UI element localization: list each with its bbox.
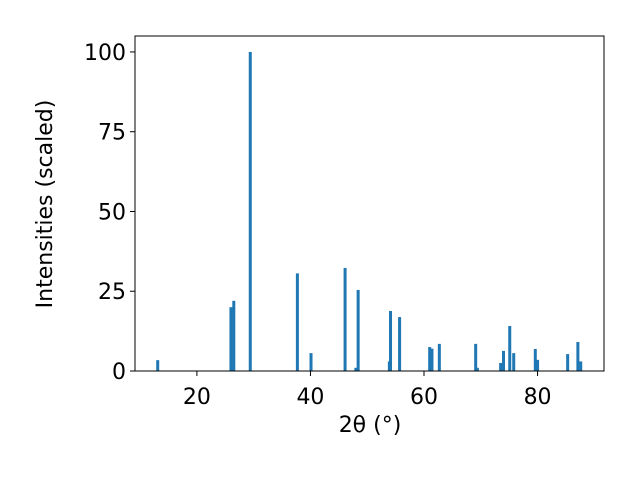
- bar: [232, 300, 236, 371]
- bar: [566, 354, 570, 371]
- bar: [576, 341, 580, 371]
- bar: [295, 273, 299, 371]
- bar: [248, 51, 252, 371]
- x-tick-label: 40: [296, 385, 324, 410]
- plot-frame: [134, 35, 605, 372]
- bar: [430, 348, 434, 371]
- bar: [512, 353, 516, 371]
- bar: [536, 359, 540, 371]
- x-tick-label: 60: [410, 385, 438, 410]
- bar: [343, 267, 347, 371]
- bar: [533, 348, 537, 371]
- y-tick-label: 0: [112, 360, 126, 385]
- bar: [389, 311, 393, 371]
- bar: [508, 326, 512, 371]
- y-tick-label: 75: [98, 121, 126, 146]
- y-tick-label: 25: [98, 280, 126, 305]
- y-axis-label: Intensities (scaled): [33, 100, 58, 309]
- x-tick-label: 20: [183, 385, 211, 410]
- bar: [475, 367, 479, 371]
- bar: [354, 367, 358, 371]
- bar: [502, 350, 505, 371]
- bar: [156, 360, 160, 371]
- y-tick-label: 50: [98, 200, 126, 225]
- bar: [356, 289, 360, 371]
- bar: [428, 347, 432, 371]
- bar: [398, 317, 402, 371]
- bar: [309, 353, 313, 371]
- x-tick-label: 80: [524, 385, 552, 410]
- y-tick-label: 100: [84, 41, 126, 66]
- bar: [437, 343, 441, 371]
- bar: [474, 343, 478, 371]
- bar: [229, 307, 233, 371]
- bar: [579, 361, 583, 371]
- bar: [499, 363, 503, 371]
- x-axis-label: 2θ (°): [339, 413, 402, 438]
